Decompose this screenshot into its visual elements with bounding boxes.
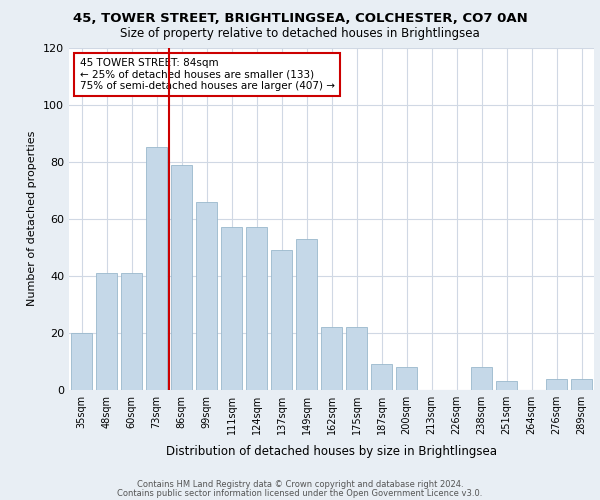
Bar — [221, 228, 242, 390]
Y-axis label: Number of detached properties: Number of detached properties — [28, 131, 37, 306]
Bar — [196, 202, 217, 390]
Text: Contains public sector information licensed under the Open Government Licence v3: Contains public sector information licen… — [118, 490, 482, 498]
Bar — [296, 238, 317, 390]
Text: 45, TOWER STREET, BRIGHTLINGSEA, COLCHESTER, CO7 0AN: 45, TOWER STREET, BRIGHTLINGSEA, COLCHES… — [73, 12, 527, 26]
Text: Size of property relative to detached houses in Brightlingsea: Size of property relative to detached ho… — [120, 28, 480, 40]
Bar — [96, 273, 117, 390]
Text: Contains HM Land Registry data © Crown copyright and database right 2024.: Contains HM Land Registry data © Crown c… — [137, 480, 463, 489]
Bar — [346, 327, 367, 390]
Bar — [496, 382, 517, 390]
Bar — [371, 364, 392, 390]
Bar — [271, 250, 292, 390]
Bar — [471, 367, 492, 390]
Bar — [121, 273, 142, 390]
Bar — [71, 333, 92, 390]
X-axis label: Distribution of detached houses by size in Brightlingsea: Distribution of detached houses by size … — [166, 446, 497, 458]
Bar — [396, 367, 417, 390]
Bar — [146, 148, 167, 390]
Bar — [546, 378, 567, 390]
Bar — [246, 228, 267, 390]
Bar — [571, 378, 592, 390]
Bar — [321, 327, 342, 390]
Text: 45 TOWER STREET: 84sqm
← 25% of detached houses are smaller (133)
75% of semi-de: 45 TOWER STREET: 84sqm ← 25% of detached… — [79, 58, 335, 91]
Bar — [171, 164, 192, 390]
